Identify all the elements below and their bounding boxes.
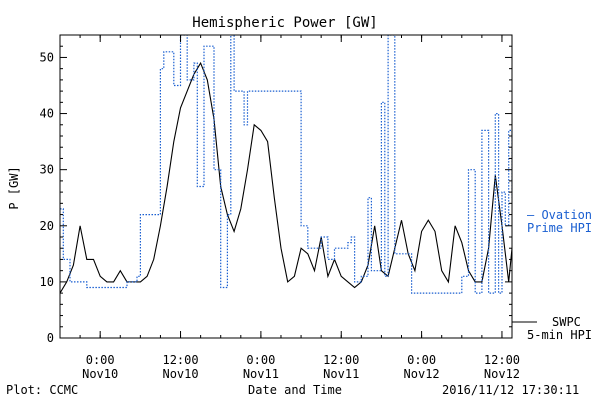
legend-swpc-line1: SWPC	[552, 315, 581, 329]
y-tick-label: 0	[47, 331, 54, 345]
series-line-swpc	[60, 61, 512, 294]
x-tick-date: Nov10	[82, 367, 118, 381]
x-tick-time: 12:00	[323, 353, 359, 367]
plot-area	[60, 35, 512, 294]
legend-swpc-line2: 5-min HPI	[527, 328, 592, 342]
legend-ovation-line2: Prime HPI	[527, 221, 592, 235]
x-tick-date: Nov11	[243, 367, 279, 381]
chart-title: Hemispheric Power [GW]	[192, 15, 377, 31]
x-tick-date: Nov11	[323, 367, 359, 381]
y-tick-label: 40	[40, 107, 54, 121]
y-tick-label: 20	[40, 219, 54, 233]
y-tick-label: 30	[40, 163, 54, 177]
plot-frame	[59, 34, 513, 339]
legend-ovation-line1: — Ovation	[527, 208, 592, 222]
series-line-ovation	[60, 35, 512, 294]
plot-credit: Plot: CCMC	[6, 383, 78, 397]
x-tick-time: 12:00	[162, 353, 198, 367]
x-axis-label: Date and Time	[248, 383, 342, 397]
x-tick-time: 12:00	[484, 353, 520, 367]
x-tick-date: Nov12	[404, 367, 440, 381]
axes: 010203040500:00Nov1012:00Nov100:00Nov111…	[40, 34, 520, 381]
series-group	[60, 35, 512, 294]
x-tick-time: 0:00	[407, 353, 436, 367]
x-tick-date: Nov12	[484, 367, 520, 381]
plot-timestamp: 2016/11/12 17:30:11	[442, 383, 579, 397]
y-tick-label: 10	[40, 275, 54, 289]
x-tick-time: 0:00	[246, 353, 275, 367]
x-tick-time: 0:00	[86, 353, 115, 367]
x-tick-date: Nov10	[162, 367, 198, 381]
y-axis-label: P [GW]	[7, 166, 21, 209]
y-tick-label: 50	[40, 50, 54, 64]
